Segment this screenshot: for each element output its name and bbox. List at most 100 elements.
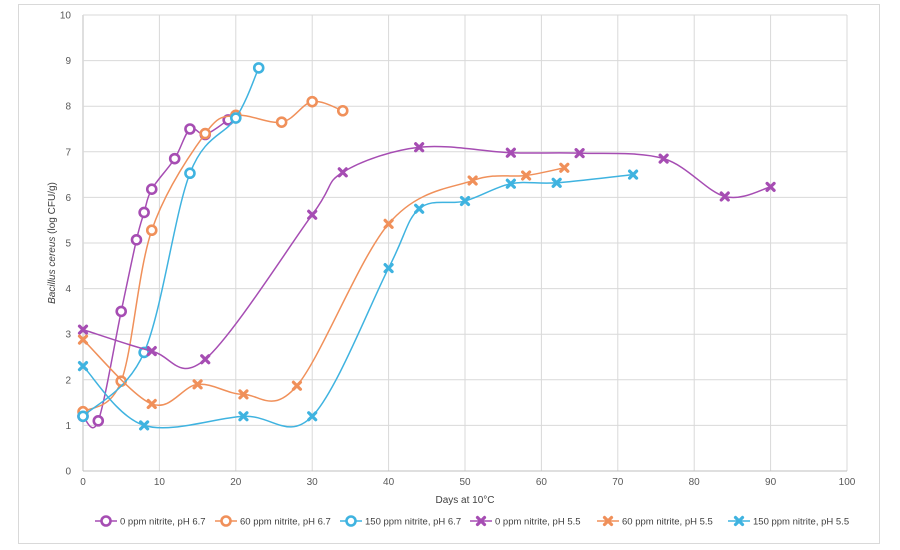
- data-point: [145, 183, 158, 195]
- data-point: [192, 379, 203, 390]
- series-line: [82, 145, 771, 370]
- data-point: [252, 62, 265, 74]
- data-point: [199, 127, 212, 140]
- y-tick-label: 5: [65, 239, 71, 250]
- x-tick-label: 90: [765, 477, 777, 488]
- series-5: [77, 162, 570, 410]
- data-point: [505, 147, 516, 158]
- y-tick-label: 8: [65, 102, 71, 113]
- y-tick-label: 2: [65, 375, 71, 386]
- y-axis-label-species: Bacillus cereus: [47, 237, 58, 304]
- x-tick-label: 40: [383, 477, 395, 488]
- x-tick-label: 100: [839, 477, 856, 488]
- y-axis-label-unit: (log CFU/g): [47, 182, 58, 236]
- y-tick-label: 4: [65, 284, 71, 295]
- data-point: [168, 152, 181, 165]
- y-axis-label: Bacillus cereus (log CFU/g): [47, 182, 58, 304]
- data-point: [307, 411, 318, 422]
- legend-item: 0 ppm nitrite, pH 5.5: [470, 515, 581, 528]
- chart-frame: [18, 4, 880, 544]
- data-point: [383, 262, 394, 274]
- data-point: [115, 305, 127, 318]
- data-point: [521, 170, 532, 181]
- data-point: [414, 142, 425, 153]
- x-tick-label: 20: [230, 477, 242, 488]
- data-point: [77, 410, 89, 423]
- data-point: [115, 375, 127, 387]
- data-point: [719, 191, 730, 202]
- y-tick-label: 3: [65, 330, 71, 341]
- data-point: [200, 354, 211, 365]
- legend-item: 60 ppm nitrite, pH 6.7: [215, 515, 331, 528]
- x-tick-label: 70: [612, 477, 624, 488]
- series-line: [82, 119, 229, 429]
- data-point: [77, 361, 89, 372]
- series-line: [82, 167, 565, 407]
- data-point: [467, 175, 478, 186]
- data-point: [130, 234, 143, 246]
- data-point: [306, 95, 319, 108]
- x-axis-label: Days at 10°C: [435, 495, 494, 506]
- legend-label: 60 ppm nitrite, pH 5.5: [622, 517, 713, 528]
- data-point: [559, 162, 570, 173]
- legend-item: 150 ppm nitrite, pH 5.5: [728, 515, 849, 528]
- data-point: [459, 195, 471, 207]
- series-1: [77, 114, 234, 429]
- data-point: [238, 389, 249, 400]
- y-tick-label: 7: [65, 147, 71, 158]
- series-line: [82, 100, 344, 413]
- y-tick-label: 6: [65, 193, 71, 204]
- data-point: [658, 153, 669, 164]
- x-tick-label: 10: [154, 477, 166, 488]
- data-point: [230, 112, 242, 124]
- data-point: [551, 177, 562, 188]
- data-point: [765, 181, 776, 193]
- legend-marker: [220, 515, 232, 527]
- legend-item: 60 ppm nitrite, pH 5.5: [597, 515, 713, 528]
- data-point: [275, 116, 288, 128]
- x-tick-label: 80: [689, 477, 701, 488]
- data-point: [414, 203, 425, 214]
- x-tick-label: 50: [459, 477, 471, 488]
- series-line: [82, 173, 634, 429]
- data-point: [146, 345, 157, 357]
- data-point: [146, 398, 157, 410]
- data-point: [383, 218, 394, 229]
- legend-label: 150 ppm nitrite, pH 6.7: [365, 517, 461, 528]
- data-point: [505, 178, 516, 189]
- legend-marker: [100, 515, 112, 527]
- series-2: [77, 95, 349, 418]
- data-point: [77, 334, 89, 345]
- legend-marker: [345, 515, 357, 527]
- x-tick-label: 30: [307, 477, 319, 488]
- legend-marker: [475, 515, 487, 527]
- data-point: [291, 380, 303, 391]
- series-6: [77, 169, 639, 431]
- series-4: [77, 142, 776, 370]
- data-point: [184, 167, 196, 180]
- legend-item: 0 ppm nitrite, pH 6.7: [95, 515, 206, 528]
- y-tick-label: 10: [60, 11, 72, 22]
- data-point: [336, 104, 349, 117]
- legend-label: 0 ppm nitrite, pH 6.7: [120, 517, 206, 528]
- data-point: [627, 169, 639, 180]
- legend-label: 60 ppm nitrite, pH 6.7: [240, 517, 331, 528]
- data-point: [238, 411, 249, 422]
- y-tick-label: 9: [65, 56, 71, 67]
- data-point: [77, 324, 89, 335]
- legend-item: 150 ppm nitrite, pH 6.7: [340, 515, 461, 528]
- data-point: [337, 167, 348, 178]
- legend-label: 0 ppm nitrite, pH 5.5: [495, 517, 581, 528]
- legend-marker: [602, 515, 614, 527]
- y-tick-label: 0: [65, 467, 71, 478]
- data-point: [92, 415, 105, 427]
- y-tick-label: 1: [65, 421, 71, 432]
- x-tick-label: 0: [80, 477, 86, 488]
- data-point: [574, 148, 585, 159]
- data-point: [307, 209, 318, 220]
- data-point: [184, 123, 196, 135]
- x-tick-label: 60: [536, 477, 548, 488]
- legend-label: 150 ppm nitrite, pH 5.5: [753, 517, 849, 528]
- series-3: [77, 62, 265, 423]
